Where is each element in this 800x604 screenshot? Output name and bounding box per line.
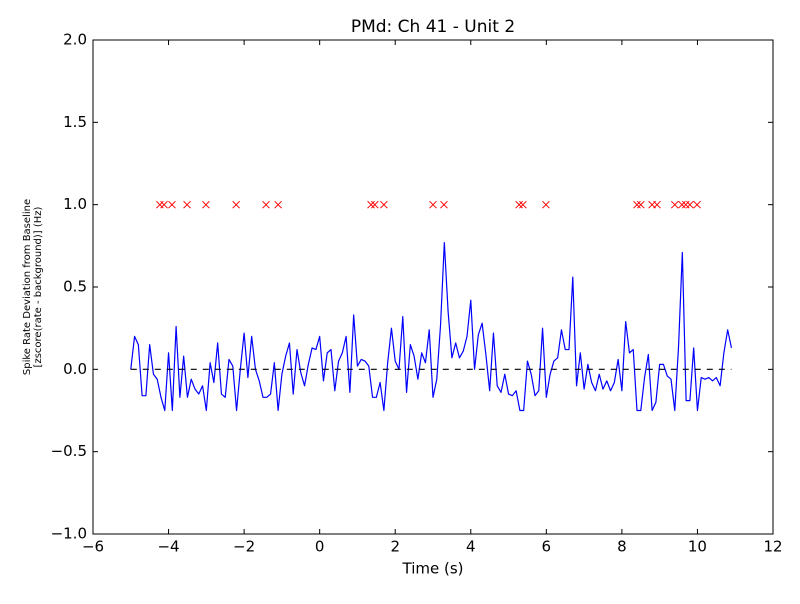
y-tick-label: 1.5 — [63, 113, 87, 131]
y-tick-label: −0.5 — [51, 442, 87, 460]
marker — [670, 200, 679, 209]
marker — [678, 200, 686, 209]
y-tick-label: 1.0 — [63, 195, 87, 213]
x-tick-label: 6 — [542, 538, 552, 556]
x-tick-label: 12 — [763, 538, 782, 556]
y-tick-label: 0.0 — [63, 360, 87, 378]
x-tick-label: −6 — [82, 538, 104, 556]
chart-title: PMd: Ch 41 - Unit 2 — [351, 17, 515, 37]
y-tick-label: −1.0 — [51, 525, 87, 543]
x-tick-label: 0 — [315, 538, 325, 556]
marker — [168, 200, 176, 209]
marker — [653, 200, 661, 209]
axes-frame — [92, 39, 774, 535]
marker — [262, 200, 270, 209]
marker — [380, 200, 388, 209]
marker — [160, 200, 168, 209]
marker — [274, 200, 282, 209]
plot-area — [130, 200, 733, 412]
x-tick-label: 4 — [466, 538, 476, 556]
data-line — [130, 241, 733, 412]
y-tick-label: 0.5 — [63, 278, 87, 296]
y-axis-label: Spike Rate Deviation from Baseline [zsco… — [22, 199, 44, 375]
x-tick-label: −2 — [233, 538, 255, 556]
x-axis-label: Time (s) — [402, 560, 464, 578]
x-tick-label: 10 — [688, 538, 707, 556]
marker — [367, 200, 375, 209]
marker — [370, 200, 379, 209]
marker — [542, 200, 550, 209]
marker — [515, 200, 523, 209]
marker — [633, 200, 641, 209]
marker — [429, 200, 437, 209]
marker — [440, 200, 448, 209]
x-tick-label: 8 — [617, 538, 627, 556]
marker — [693, 200, 701, 209]
x-tick-label: 2 — [390, 538, 400, 556]
y-axis-label-line: Spike Rate Deviation from Baseline — [22, 199, 33, 375]
marker — [519, 200, 527, 209]
marker — [686, 200, 694, 209]
marker — [202, 200, 210, 209]
marker — [636, 200, 645, 209]
marker — [183, 200, 191, 209]
y-tick-label: 2.0 — [63, 31, 87, 49]
x-tick-label: −4 — [157, 538, 179, 556]
y-axis-label-line: [zscore(rate - background)] (Hz) — [33, 206, 44, 367]
marker — [232, 200, 241, 209]
